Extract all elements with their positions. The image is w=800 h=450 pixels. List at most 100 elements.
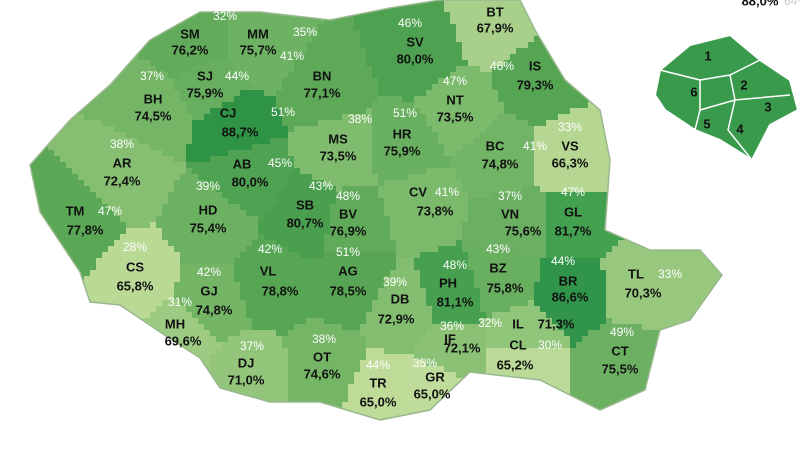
county-cell (150, 300, 157, 307)
county-cell (216, 66, 223, 73)
county-cell (144, 222, 151, 229)
county-cell (402, 42, 409, 49)
county-cell (156, 222, 163, 229)
county-cell (270, 390, 277, 397)
county-cell (252, 132, 259, 139)
county-cell (216, 396, 223, 403)
county-cell (372, 48, 379, 55)
county-cell (216, 186, 223, 193)
county-cell (384, 420, 391, 427)
county-cell (204, 138, 211, 145)
county-cell (228, 264, 235, 271)
county-cell (120, 276, 127, 283)
county-cell (180, 378, 187, 385)
county-cell (114, 240, 121, 247)
county-cell (246, 402, 253, 409)
county-cell (192, 198, 199, 205)
county-cell (342, 102, 349, 109)
county-cell (0, 414, 7, 421)
county-cell (414, 210, 421, 217)
county-cell (312, 210, 319, 217)
county-cell (222, 348, 229, 355)
county-cell (372, 288, 379, 295)
county-cell (294, 174, 301, 181)
county-cell (228, 78, 235, 85)
county-cell (90, 240, 97, 247)
county-cell (240, 150, 247, 157)
county-cell (66, 222, 73, 229)
county-cell (348, 360, 355, 367)
county-cell (276, 246, 283, 253)
county-cell (258, 186, 265, 193)
county-cell (252, 72, 259, 79)
county-cell (66, 216, 73, 223)
county-cell (420, 6, 427, 13)
county-cell (186, 114, 193, 121)
county-cell (318, 300, 325, 307)
county-cell (294, 48, 301, 55)
county-cell (330, 378, 337, 385)
county-cell (306, 276, 313, 283)
county-cell (246, 216, 253, 223)
county-cell (114, 132, 121, 139)
county-cell (246, 276, 253, 283)
county-cell (246, 24, 253, 31)
county-cell (210, 174, 217, 181)
county-cell (228, 132, 235, 139)
county-cell (12, 360, 19, 367)
county-cell (180, 402, 187, 409)
county-cell (78, 204, 85, 211)
county-cell (174, 60, 181, 67)
county-cell (72, 294, 79, 301)
county-cell (396, 198, 403, 205)
county-cell (108, 114, 115, 121)
county-cell (342, 96, 349, 103)
county-cell (324, 342, 331, 349)
county-cell (216, 96, 223, 103)
county-cell (96, 150, 103, 157)
county-cell (300, 156, 307, 163)
county-cell (66, 66, 73, 73)
county-cell (222, 54, 229, 61)
county-cell (132, 216, 139, 223)
county-cell (342, 114, 349, 121)
county-cell (198, 378, 205, 385)
county-cell (210, 216, 217, 223)
county-cell (360, 240, 367, 247)
county-cell (390, 90, 397, 97)
county-cell (204, 0, 211, 7)
county-cell (42, 96, 49, 103)
county-cell (396, 78, 403, 85)
county-cell (36, 102, 43, 109)
county-cell (210, 204, 217, 211)
county-cell (138, 204, 145, 211)
county-cell (288, 222, 295, 229)
county-cell (390, 156, 397, 163)
county-cell (348, 420, 355, 427)
county-cell (366, 408, 373, 415)
county-cell (414, 336, 421, 343)
county-cell (78, 294, 85, 301)
county-cell (120, 84, 127, 91)
county-cell (42, 240, 49, 247)
county-cell (384, 402, 391, 409)
county-cell (36, 282, 43, 289)
county-cell (60, 318, 67, 325)
county-cell (30, 48, 37, 55)
county-cell (162, 420, 169, 427)
county-cell (300, 324, 307, 331)
county-cell (300, 408, 307, 415)
county-cell (378, 210, 385, 217)
county-cell (192, 228, 199, 235)
county-cell (96, 138, 103, 145)
county-cell (222, 174, 229, 181)
county-cell (132, 18, 139, 25)
county-cell (252, 348, 259, 355)
county-cell (66, 324, 73, 331)
county-cell (294, 420, 301, 427)
county-cell (186, 30, 193, 37)
county-cell (60, 270, 67, 277)
county-cell (354, 360, 361, 367)
county-cell (60, 228, 67, 235)
county-cell (198, 114, 205, 121)
